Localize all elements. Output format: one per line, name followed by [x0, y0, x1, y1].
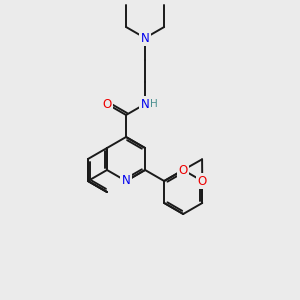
Text: O: O	[198, 175, 207, 188]
Text: N: N	[141, 32, 149, 44]
Text: O: O	[178, 164, 188, 176]
Text: O: O	[102, 98, 112, 110]
Text: N: N	[122, 175, 130, 188]
Text: H: H	[150, 99, 158, 109]
Text: N: N	[141, 98, 149, 110]
